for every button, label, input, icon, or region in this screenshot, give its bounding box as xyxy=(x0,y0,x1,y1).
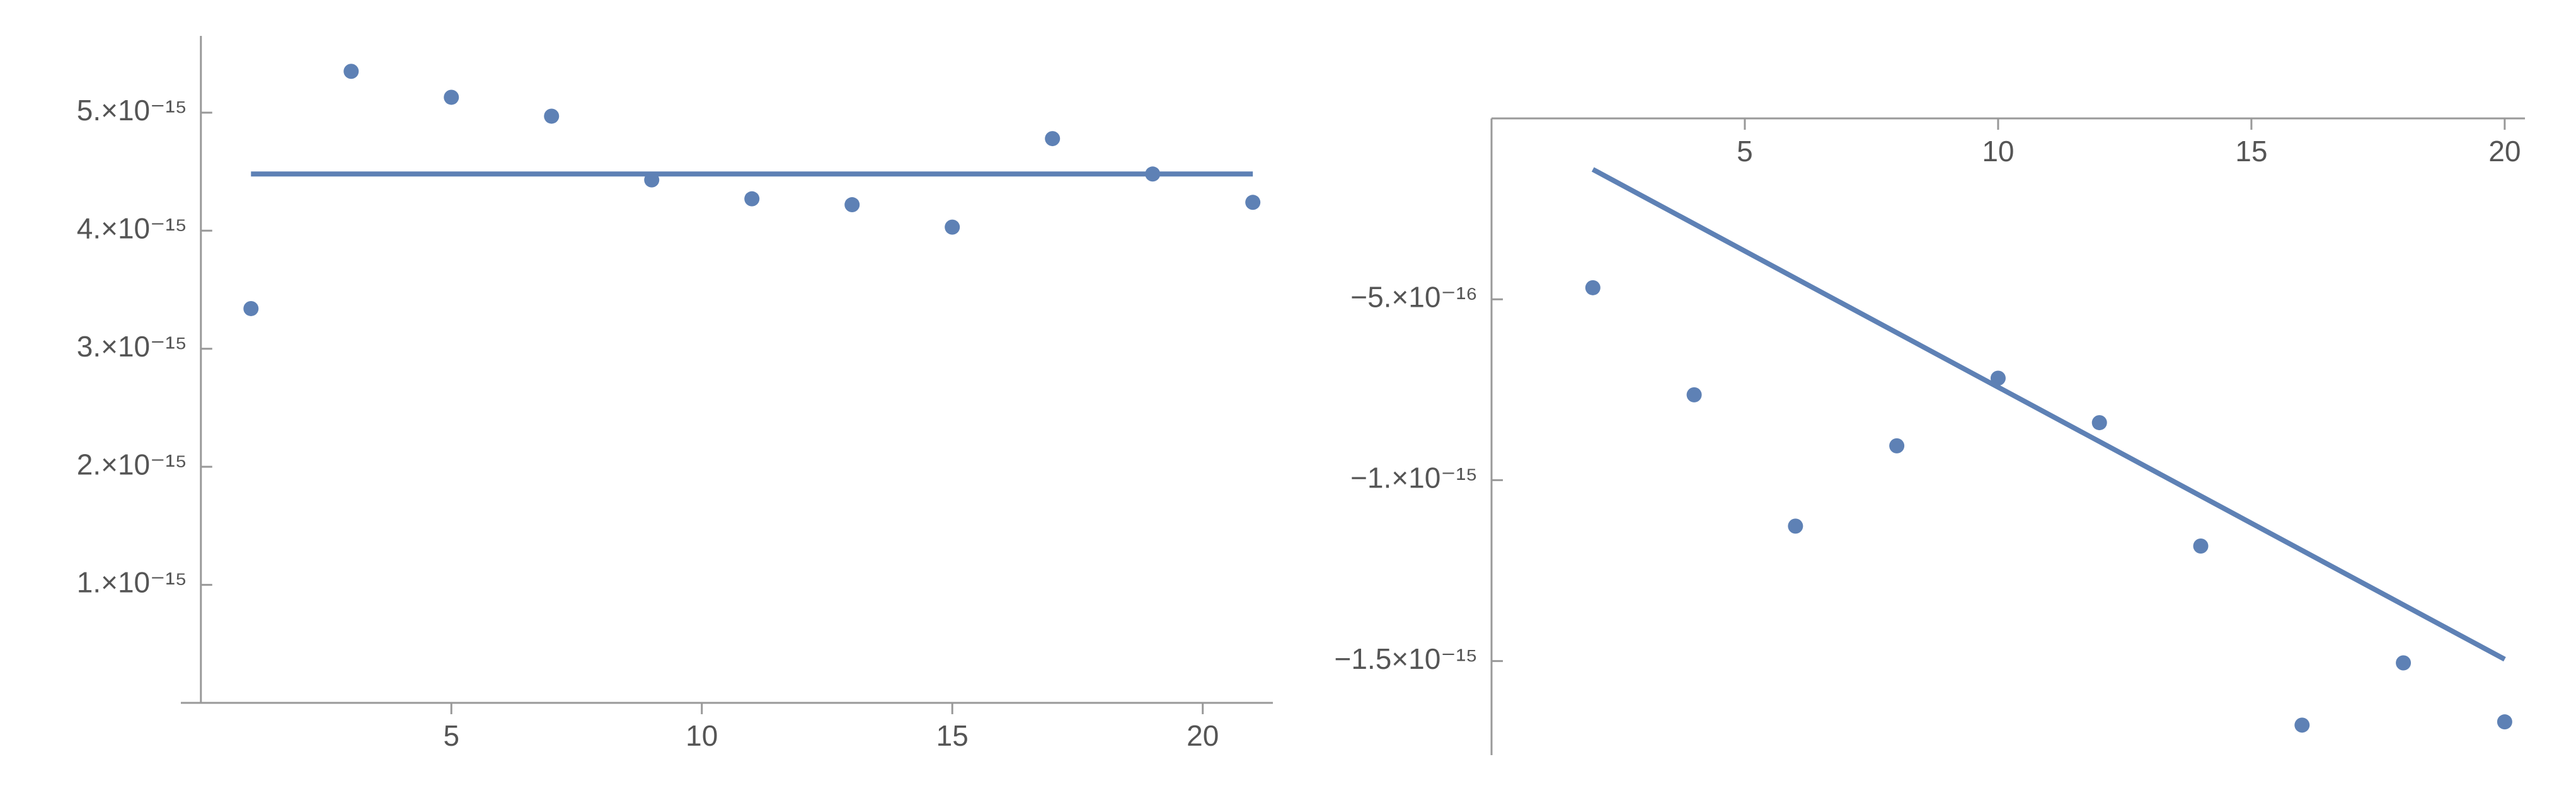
point xyxy=(1788,518,1803,534)
x-tick-label: 10 xyxy=(1982,135,2014,168)
x-tick-label: 15 xyxy=(936,719,969,752)
point xyxy=(2091,415,2107,431)
point xyxy=(444,89,459,105)
point xyxy=(1990,370,2006,386)
point xyxy=(1686,387,1702,402)
y-tick-label: 1.×10⁻¹⁵ xyxy=(77,566,187,599)
point xyxy=(2497,714,2512,730)
x-tick-label: 20 xyxy=(1187,719,1219,752)
point xyxy=(243,300,259,316)
point xyxy=(945,219,960,235)
y-tick-label: 2.×10⁻¹⁵ xyxy=(77,448,187,481)
x-tick-label: 5 xyxy=(1737,135,1753,168)
point xyxy=(1245,195,1261,210)
y-tick-label: −1.5×10⁻¹⁵ xyxy=(1334,642,1478,675)
y-tick-label: −5.×10⁻¹⁶ xyxy=(1350,280,1478,313)
x-tick-label: 15 xyxy=(2235,135,2267,168)
point xyxy=(2193,538,2209,554)
fit-line xyxy=(1591,167,2506,662)
point xyxy=(544,108,560,124)
point xyxy=(744,191,760,207)
y-tick-label: 5.×10⁻¹⁵ xyxy=(77,94,187,127)
x-tick-label: 20 xyxy=(2488,135,2521,168)
point xyxy=(2396,655,2412,671)
point xyxy=(1889,438,1905,453)
point xyxy=(1585,280,1601,295)
x-tick-label: 5 xyxy=(443,719,459,752)
y-tick-label: 3.×10⁻¹⁵ xyxy=(77,330,187,363)
point xyxy=(343,64,359,79)
y-tick-label: −1.×10⁻¹⁵ xyxy=(1350,462,1478,494)
y-tick-label: 4.×10⁻¹⁵ xyxy=(77,212,187,244)
point xyxy=(2294,717,2310,733)
point xyxy=(1045,131,1061,147)
x-tick-label: 10 xyxy=(686,719,718,752)
point xyxy=(844,197,860,213)
